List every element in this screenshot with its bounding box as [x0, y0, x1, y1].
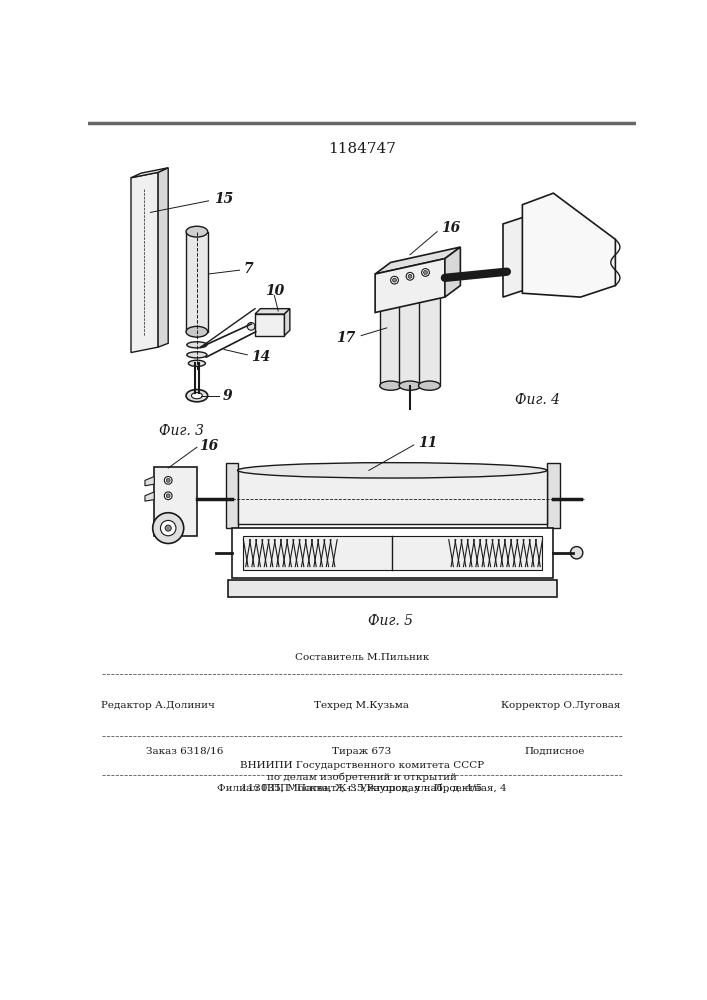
Polygon shape	[255, 309, 290, 314]
FancyBboxPatch shape	[255, 314, 284, 336]
Text: 14: 14	[251, 350, 270, 364]
Text: Фиг. 3: Фиг. 3	[159, 424, 204, 438]
Text: Фиг. 5: Фиг. 5	[368, 614, 413, 628]
Polygon shape	[503, 216, 526, 297]
Text: 17: 17	[337, 331, 356, 345]
Bar	[547, 463, 559, 528]
Bar	[232, 528, 554, 578]
Circle shape	[166, 494, 170, 498]
Polygon shape	[145, 477, 154, 486]
Circle shape	[166, 478, 170, 482]
Polygon shape	[154, 466, 197, 536]
Text: 11: 11	[418, 436, 437, 450]
Text: Редактор А.Долинич: Редактор А.Долинич	[101, 701, 215, 710]
Text: 16: 16	[199, 439, 218, 453]
Text: 1184747: 1184747	[328, 142, 396, 156]
Text: Заказ 6318/16: Заказ 6318/16	[146, 747, 224, 756]
Polygon shape	[131, 172, 158, 353]
Ellipse shape	[192, 393, 202, 399]
Text: 9: 9	[223, 389, 232, 403]
Circle shape	[165, 525, 171, 531]
Circle shape	[408, 274, 412, 278]
Text: Тираж 673: Тираж 673	[332, 747, 392, 756]
Ellipse shape	[188, 360, 206, 366]
Bar	[228, 580, 557, 597]
Text: Техред М.Кузьма: Техред М.Кузьма	[315, 701, 409, 710]
Text: 16: 16	[441, 221, 460, 235]
Ellipse shape	[419, 285, 440, 294]
Circle shape	[164, 477, 172, 484]
Ellipse shape	[186, 226, 208, 237]
Circle shape	[247, 323, 255, 330]
Polygon shape	[284, 309, 290, 336]
Polygon shape	[131, 168, 168, 178]
Text: 113035, Москва, Ж-35,Раушская наб., д. 4/5: 113035, Москва, Ж-35,Раушская наб., д. 4…	[241, 784, 483, 793]
Circle shape	[392, 278, 397, 282]
Polygon shape	[445, 247, 460, 297]
Text: ВНИИПИ Государственного комитета СССР: ВНИИПИ Государственного комитета СССР	[240, 761, 484, 770]
Text: по делам изобретений и открытий: по делам изобретений и открытий	[267, 772, 457, 782]
Text: Филиал ППП "Патент", г. Ужгород, ул. Проектная, 4: Филиал ППП "Патент", г. Ужгород, ул. Про…	[217, 784, 507, 793]
Text: Фиг. 4: Фиг. 4	[515, 393, 561, 407]
Text: Составитель М.Пильник: Составитель М.Пильник	[295, 653, 429, 662]
Ellipse shape	[187, 342, 207, 348]
Circle shape	[421, 269, 429, 276]
Text: Подписное: Подписное	[524, 747, 585, 756]
Circle shape	[391, 276, 398, 284]
Circle shape	[571, 547, 583, 559]
Bar	[243, 536, 542, 570]
Bar	[226, 463, 238, 528]
Ellipse shape	[187, 352, 207, 358]
Polygon shape	[522, 193, 615, 297]
Circle shape	[164, 492, 172, 500]
Circle shape	[423, 271, 428, 274]
Circle shape	[153, 513, 184, 544]
Ellipse shape	[186, 390, 208, 402]
Ellipse shape	[186, 326, 208, 337]
Text: 10: 10	[264, 284, 284, 298]
Text: 7: 7	[243, 262, 253, 276]
Bar	[419, 289, 440, 386]
Ellipse shape	[380, 285, 402, 294]
Bar	[399, 289, 421, 386]
Bar	[238, 470, 547, 524]
Ellipse shape	[380, 381, 402, 390]
Ellipse shape	[238, 463, 547, 478]
Polygon shape	[375, 247, 460, 274]
Circle shape	[160, 520, 176, 536]
Ellipse shape	[399, 285, 421, 294]
Text: 15: 15	[214, 192, 233, 206]
Ellipse shape	[399, 381, 421, 390]
Polygon shape	[158, 168, 168, 347]
Bar	[380, 289, 402, 386]
Text: Корректор О.Луговая: Корректор О.Луговая	[501, 701, 621, 710]
Polygon shape	[375, 259, 445, 312]
Circle shape	[406, 272, 414, 280]
Bar	[186, 232, 208, 332]
Polygon shape	[145, 492, 154, 501]
Ellipse shape	[419, 381, 440, 390]
